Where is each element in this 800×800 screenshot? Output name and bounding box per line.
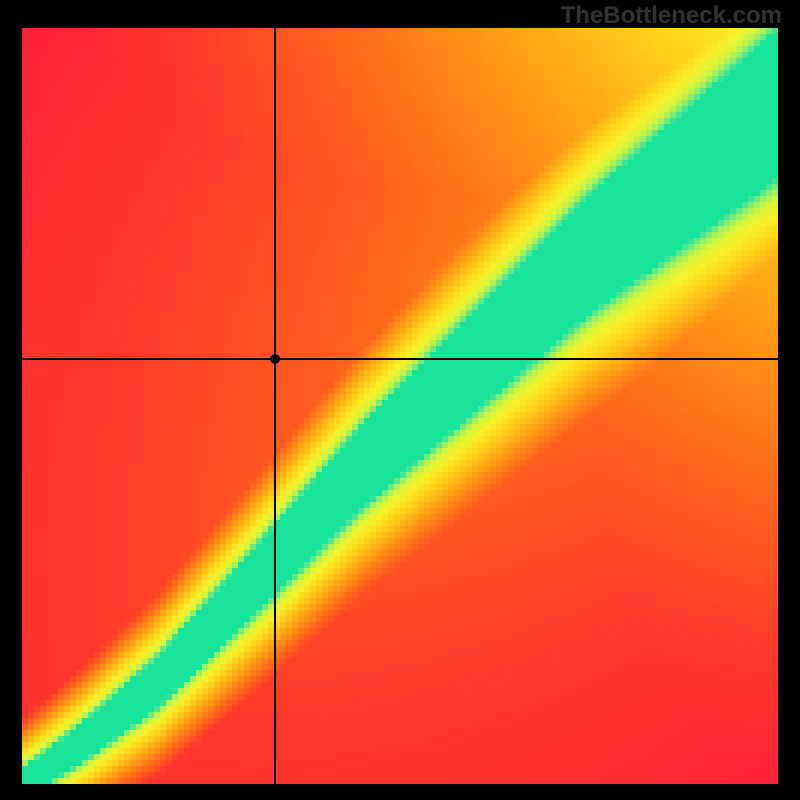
chart-container: TheBottleneck.com [0,0,800,800]
crosshair-horizontal [22,358,778,360]
heatmap-plot [22,28,778,784]
attribution-text: TheBottleneck.com [561,2,782,30]
crosshair-vertical [274,28,276,784]
heatmap-canvas [22,28,778,784]
